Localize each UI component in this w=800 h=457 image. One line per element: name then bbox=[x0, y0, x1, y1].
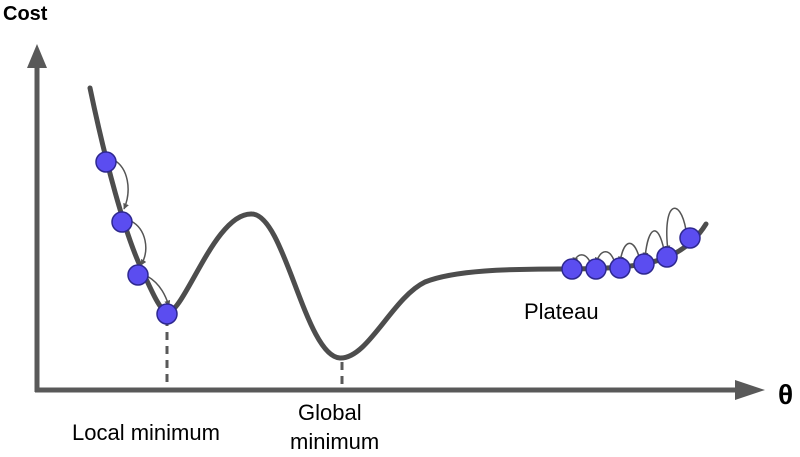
y-axis-title: Cost bbox=[3, 3, 48, 25]
ball-marker bbox=[679, 227, 701, 249]
cost-curve bbox=[87, 85, 709, 361]
ball-marker bbox=[561, 258, 583, 280]
left-balls bbox=[95, 151, 178, 325]
global-minimum-label-line2: minimum bbox=[290, 429, 379, 454]
ball-marker bbox=[111, 211, 133, 233]
plateau-label: Plateau bbox=[524, 299, 599, 324]
step-arrow bbox=[642, 230, 665, 259]
step-arrow bbox=[130, 220, 147, 266]
ball-marker bbox=[585, 258, 607, 280]
ball-marker bbox=[609, 257, 631, 279]
global-minimum-label-line1: Global bbox=[298, 400, 362, 425]
step-arrow bbox=[113, 159, 129, 210]
y-axis-arrowhead-icon bbox=[27, 44, 47, 68]
step-arrow bbox=[664, 207, 687, 252]
local-minimum-label: Local minimum bbox=[72, 420, 220, 445]
ball-marker bbox=[156, 303, 178, 325]
x-axis-title: θ bbox=[778, 379, 793, 410]
plateau-balls bbox=[561, 227, 701, 280]
ball-marker bbox=[127, 264, 149, 286]
ball-marker bbox=[95, 151, 117, 173]
ball-marker bbox=[633, 253, 655, 275]
ball-marker bbox=[656, 246, 678, 268]
x-axis-arrowhead-icon bbox=[735, 380, 765, 400]
